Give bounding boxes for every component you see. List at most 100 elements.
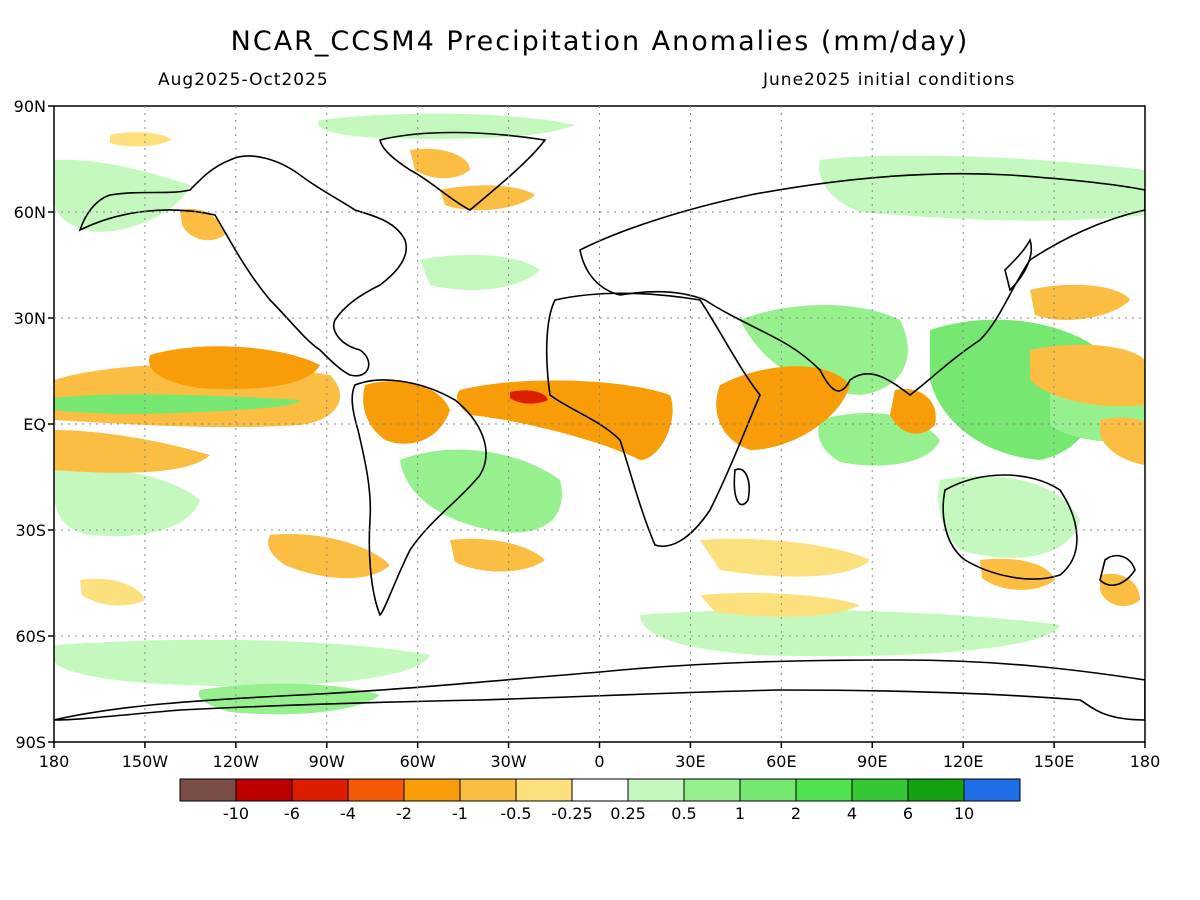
coastlines [54,131,1145,721]
dry-band-south-equatorial-pacific [54,430,210,473]
lon-label: 60W [400,752,436,771]
colorbar-swatch [795,778,853,802]
coast-south-america [351,379,487,617]
axis-ticks [48,105,1146,748]
wet-patch-southern-ocean-1 [54,639,430,687]
dry-band-indian-ocean [716,366,850,450]
colorbar-label: 2 [791,804,801,823]
colorbar-swatch [347,778,405,802]
colorbar-swatch [571,778,629,802]
chart-title: NCAR_CCSM4 Precipitation Anomalies (mm/d… [230,26,970,57]
coast-north-america [78,155,407,377]
lon-label: 180 [1130,752,1161,771]
lon-label: 90W [309,752,345,771]
colorbar [179,778,1021,802]
colorbar-swatch [179,778,237,802]
wet-patch-south-pacific [54,468,200,537]
lon-label: 150E [1034,752,1075,771]
colorbar-swatch [403,778,461,802]
colorbar-labels: -10 -6 -4 -2 -1 -0.5 -0.25 0.25 0.5 1 2 4 6 10 [223,804,974,823]
dry-band-central-america [149,346,320,390]
wet-patch-indian-monsoon [740,305,908,395]
colorbar-swatch [907,778,965,802]
colorbar-label: 0.25 [610,804,646,823]
dry-patch-new-zealand [1100,573,1140,607]
lon-label: 60E [766,752,796,771]
wet-patch-australia [938,476,1080,558]
lat-label: EQ [23,415,46,434]
lon-label: 180 [39,752,70,771]
coast-europe-asia [579,172,1145,397]
lon-label: 90E [857,752,887,771]
colorbar-swatch [851,778,909,802]
colorbar-swatch [459,778,517,802]
colorbar-label: -10 [223,804,249,823]
dry-band-subtropical-north-pacific [1030,284,1130,320]
dry-patch-south-america [268,534,390,579]
dry-core-sahel [510,390,548,404]
coast-madagascar [733,468,750,506]
lat-label: 90N [14,97,46,116]
coast-antarctica [54,659,1145,721]
colorbar-swatch [515,778,573,802]
dry-patch-alaska [180,208,225,241]
coast-japan [1004,237,1032,292]
wet-patch-north-pacific [54,159,190,232]
latitude-labels: 90N 60N 30N EQ 30S 60S 90S [14,97,46,752]
dry-core-maritime [890,389,936,434]
dry-patch-south-australia [980,558,1055,590]
dry-patch-arctic [110,132,172,147]
wet-patch-north-atlantic [420,254,540,290]
colorbar-label: 10 [954,804,974,823]
forecast-period: Aug2025-Oct2025 [158,70,329,90]
lat-label: 60N [14,203,46,222]
lat-label: 60S [15,627,46,646]
coast-australia [942,474,1078,580]
dry-core-amazon [363,381,450,444]
dry-patch-greenland [410,148,470,179]
lat-label: 30N [14,309,46,328]
lon-label: 120W [213,752,260,771]
dry-patch-north-atlantic [440,185,535,211]
dry-patch-south-pacific [80,578,145,606]
longitude-labels: 180 150W 120W 90W 60W 30W 0 30E 60E 90E 120E 150E 18… [39,752,1161,771]
lon-label: 120E [943,752,984,771]
lat-label: 30S [15,521,46,540]
lon-label: 0 [594,752,604,771]
colorbar-label: 6 [903,804,913,823]
anomaly-fields [54,113,1145,715]
colorbar-label: -2 [396,804,412,823]
colorbar-swatch [683,778,741,802]
dry-patch-southern-ocean [700,593,860,617]
colorbar-label: -0.25 [551,804,592,823]
colorbar-label: -6 [284,804,300,823]
graticule [54,106,1145,742]
initial-conditions: June2025 initial conditions [763,70,1016,90]
wet-patch-southern-ocean-2 [640,609,1060,657]
lon-label: 30W [490,752,526,771]
dry-patch-south-indian [700,538,870,577]
colorbar-label: 1 [735,804,745,823]
coast-greenland [379,131,547,211]
wet-patch-arctic [318,113,575,139]
colorbar-swatch [291,778,349,802]
colorbar-label: 4 [847,804,857,823]
dry-patch-south-atlantic [450,538,545,572]
lat-label: 90S [15,733,46,752]
colorbar-label: -1 [452,804,468,823]
lon-label: 150W [122,752,169,771]
colorbar-swatch [963,778,1021,802]
wet-band-itcz [54,394,300,414]
wet-patch-eurasia [819,155,1145,221]
coast-new-zealand [1099,554,1136,586]
colorbar-label: 0.5 [671,804,696,823]
dry-band-north-pacific [1030,344,1145,407]
colorbar-label: -0.5 [500,804,531,823]
dry-band-east-pacific-south [1100,417,1145,465]
dry-band-sahel [457,380,673,460]
colorbar-swatch [739,778,797,802]
colorbar-swatch [235,778,293,802]
coast-africa [545,292,761,547]
colorbar-label: -4 [340,804,356,823]
colorbar-swatch [627,778,685,802]
